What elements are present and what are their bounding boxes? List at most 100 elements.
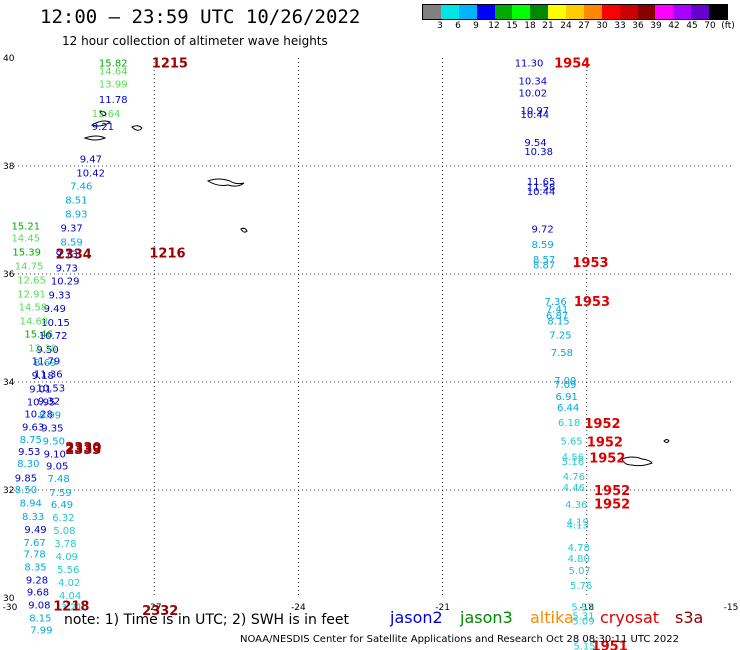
color-swatch-6 (530, 5, 549, 19)
swh-value-label: 9.21 (92, 122, 114, 133)
swh-value-label: 6.91 (556, 392, 578, 403)
swh-value-label: 9.68 (27, 588, 49, 599)
swh-value-label: 7.41 (546, 305, 568, 316)
swh-value-label: 10.29 (51, 276, 80, 287)
swh-value-label: 8.35 (24, 563, 46, 574)
swh-value-label: 9.47 (80, 154, 102, 165)
color-legend-label: 27 (578, 21, 590, 31)
swh-value-label: 9.05 (46, 462, 68, 473)
swh-value-label: 14.68 (20, 316, 49, 327)
island-outline (90, 120, 112, 127)
swh-value-label: 9.63 (22, 422, 44, 433)
time-label: 1952 (594, 484, 630, 499)
swh-value-label: 9.73 (56, 264, 78, 275)
swh-value-label: 9.01 (29, 384, 51, 395)
color-swatch-9 (583, 5, 602, 19)
legend-cryosat: cryosat (600, 608, 660, 627)
swh-value-label: 7.09 (554, 380, 576, 391)
swh-value-label: 12.65 (17, 275, 46, 286)
legend-jason2: jason2 (390, 608, 443, 627)
swh-value-label: 8.15 (547, 316, 569, 327)
swh-value-label: 10.95 (27, 397, 56, 408)
color-swatch-2 (458, 5, 477, 19)
swh-value-label: 4.80 (568, 554, 590, 565)
y-tick-label: 38 (3, 162, 15, 172)
swh-value-label: 14.58 (19, 302, 48, 313)
color-legend-labels: 3 6 9 12 15 18 21 24 27 30 33 36 39 42 45 70 (ft) (422, 21, 735, 35)
swh-value-label: 8.57 (533, 255, 555, 266)
swh-value-label: 3.21 (60, 603, 82, 614)
color-swatch-1 (440, 5, 459, 19)
swh-value-label: 9.35 (41, 423, 63, 434)
swh-value-label: 14.75 (15, 261, 44, 272)
island-outline (663, 439, 670, 443)
swh-value-label: 10.34 (519, 77, 548, 88)
swh-value-label: 10.72 (39, 331, 68, 342)
swh-value-label: 5.65 (560, 436, 582, 447)
swh-value-label: 8.59 (532, 240, 554, 251)
swh-value-label: 15.46 (24, 329, 53, 340)
time-label: 1952 (584, 417, 620, 432)
y-tick-label: 34 (3, 378, 15, 388)
color-legend-label: 3 (437, 21, 443, 31)
swh-value-label: 5.15 (573, 642, 595, 650)
swh-value-label: 8.15 (29, 613, 51, 624)
swh-value-label: 9.32 (38, 396, 60, 407)
swh-value-label: 5.08 (53, 526, 75, 537)
island-outline (240, 227, 248, 233)
time-label: 1952 (594, 498, 630, 513)
time-label: 2333 (65, 443, 101, 458)
swh-value-label: 7.99 (30, 625, 52, 636)
x-tick-label: -30 (3, 603, 18, 613)
time-label: 2332 (142, 604, 178, 619)
swh-value-label: 7.09 (554, 376, 576, 387)
color-swatch-10 (601, 5, 620, 19)
color-legend-label: 70 (704, 21, 716, 31)
x-tick-label: -27 (147, 603, 162, 613)
swh-value-label: 7.48 (47, 474, 69, 485)
swh-value-label: 8.33 (22, 512, 44, 523)
color-legend-label: (ft) (721, 21, 735, 31)
swh-value-label: 11.30 (515, 58, 544, 69)
x-tick-label: -24 (291, 603, 306, 613)
swh-value-label: 11.79 (32, 356, 61, 367)
color-legend-label: 21 (542, 21, 554, 31)
swh-value-label: 10.44 (520, 110, 549, 121)
island-outline (99, 110, 107, 117)
swh-value-label: 9.10 (44, 449, 66, 460)
swh-value-label: 7.25 (549, 330, 571, 341)
island-outline (131, 125, 143, 131)
time-label: 2330 (65, 441, 101, 456)
swh-value-label: 5.09 (572, 617, 594, 628)
swh-value-label: 8.69 (34, 358, 56, 369)
swh-value-label: 11.36 (34, 369, 63, 380)
swh-value-label: 10.15 (41, 318, 70, 329)
color-legend-label: 24 (560, 21, 572, 31)
legend-jason3: jason3 (460, 608, 513, 627)
color-swatch-11 (619, 5, 638, 19)
color-legend-label: 39 (650, 21, 662, 31)
swh-value-label: 7.67 (23, 538, 45, 549)
swh-value-label: 5.16 (562, 457, 584, 468)
swh-value-label: 9.50 (43, 436, 65, 447)
island-outline (83, 135, 107, 141)
swh-value-label: 4.56 (562, 453, 584, 464)
swh-value-label: 10.44 (527, 187, 556, 198)
swh-value-label: 5.76 (570, 581, 592, 592)
color-legend-label: 18 (524, 21, 536, 31)
swh-value-label: 12.91 (17, 289, 46, 300)
swh-value-label: 4.78 (568, 543, 590, 554)
y-tick-label: 36 (3, 270, 15, 280)
swh-value-label: 4.13 (567, 521, 589, 532)
time-label: 1215 (152, 56, 188, 71)
swh-value-label: 8.87 (533, 260, 555, 271)
swh-value-label: 5.57 (571, 603, 593, 614)
swh-value-label: 9.08 (28, 600, 50, 611)
swh-value-label: 7.58 (551, 348, 573, 359)
swh-value-label: 8.94 (20, 498, 42, 509)
time-label: 1954 (554, 56, 590, 71)
color-legend-label: 33 (614, 21, 626, 31)
swh-value-label: 7.36 (545, 297, 567, 308)
swh-value-label: 3.78 (54, 539, 76, 550)
